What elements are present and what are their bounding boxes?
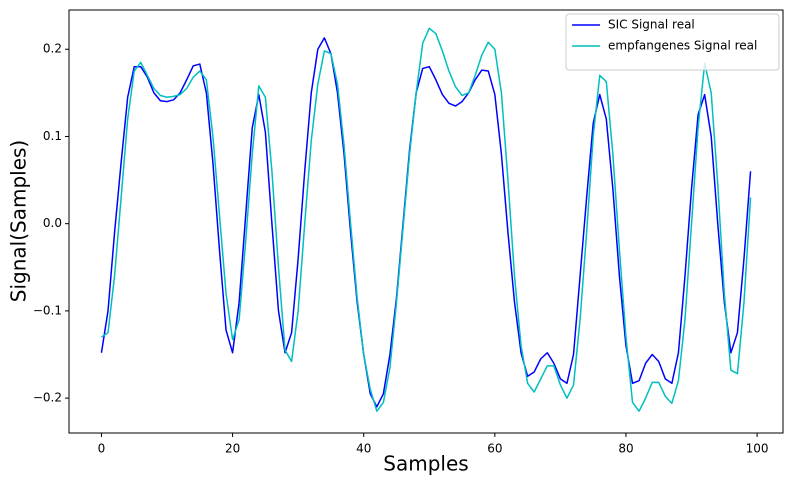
y-tick-label: 0.1 [43,129,62,143]
x-axis-label: Samples [383,452,468,476]
y-axis-label: Signal(Samples) [7,140,31,302]
plot-frame [68,9,784,434]
x-tick-label: 80 [618,442,633,456]
data-line [101,27,752,412]
y-tick-label: −0.2 [33,391,62,405]
y-tick-label: −0.1 [33,303,62,317]
legend-label: SIC Signal real [608,18,695,32]
x-tick-label: 40 [356,442,371,456]
y-tick-label: 0.0 [43,216,62,230]
x-tick-label: 60 [487,442,502,456]
x-tick-label: 20 [225,442,240,456]
y-tick-label: 0.2 [43,42,62,56]
x-tick-label: 0 [98,442,106,456]
data-line [100,37,752,408]
legend-box [565,13,780,71]
x-tick-label: 100 [746,442,769,456]
legend-label: empfangenes Signal real [608,39,757,53]
